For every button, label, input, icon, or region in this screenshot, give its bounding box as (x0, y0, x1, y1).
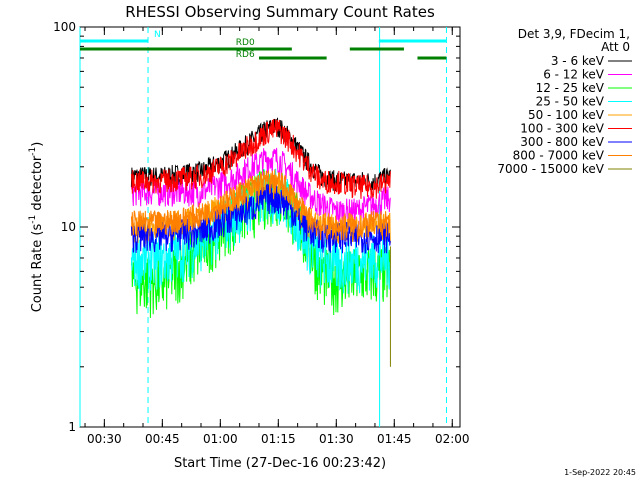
y-axis-label-close: ) (30, 142, 45, 147)
x-tick-label: 02:00 (435, 432, 470, 446)
series-line (130, 118, 391, 199)
x-tick-label: 00:30 (87, 432, 122, 446)
legend-label: 300 - 800 keV (520, 135, 604, 149)
y-axis-label-sup: -1 (28, 215, 38, 224)
x-tick-label: 00:45 (145, 432, 180, 446)
x-tick-label: 01:15 (261, 432, 296, 446)
observation-markers (79, 27, 447, 427)
y-axis-ticks: 1 10 100 (53, 20, 460, 434)
x-tick-label: 01:45 (377, 432, 412, 446)
legend-label: 25 - 50 keV (536, 95, 605, 109)
y-tick-label: 1 (68, 420, 76, 434)
chart-title: RHESSI Observing Summary Count Rates (125, 3, 435, 21)
x-axis-ticks: 00:30 00:45 01:00 01:15 01:30 01:45 02:00 (84, 27, 470, 446)
legend-header-line-2: Att 0 (601, 40, 630, 54)
timestamp: 1-Sep-2022 20:45 (564, 468, 636, 477)
legend-label: 3 - 6 keV (551, 54, 605, 68)
y-axis-label-main: Count Rate (s (30, 224, 45, 313)
state-bar-label: RD6 (236, 50, 255, 60)
series-line (130, 147, 391, 227)
x-tick-label: 01:00 (203, 432, 238, 446)
legend-label: 7000 - 15000 keV (497, 162, 604, 176)
x-tick-label: 01:30 (319, 432, 354, 446)
legend-label: 12 - 25 keV (536, 81, 605, 95)
y-axis-label-tail: detector (30, 155, 45, 215)
legend-header-line-1: Det 3,9, FDecim 1, (518, 27, 630, 41)
legend-label: 6 - 12 keV (543, 68, 605, 82)
legend-label: 50 - 100 keV (528, 108, 605, 122)
state-bar-label: N (154, 30, 161, 40)
state-bar-label: RD0 (236, 38, 255, 48)
legend-label: 800 - 7000 keV (513, 149, 605, 163)
legend-label: 100 - 300 keV (520, 122, 604, 136)
x-axis-label: Start Time (27-Dec-16 00:23:42) (174, 456, 386, 471)
y-axis-label-tail-sup: -1 (28, 147, 38, 156)
y-tick-label: 100 (53, 20, 76, 34)
y-tick-label: 10 (61, 220, 76, 234)
data-series (130, 117, 391, 367)
y-axis-label: Count Rate (s-1 detector-1) (28, 142, 45, 313)
state-bars: N RD0 RD6 (80, 30, 447, 60)
series-line (130, 169, 391, 241)
